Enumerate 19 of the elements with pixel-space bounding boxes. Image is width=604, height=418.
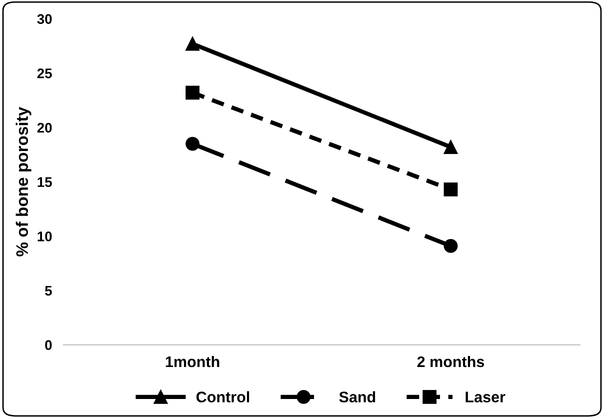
legend-label: Sand [339,391,376,402]
y-tick-label: 30 [37,14,52,24]
y-tick-label: 15 [38,177,52,187]
x-tick-label: 1month [166,356,220,368]
point [444,182,458,196]
legend-label: Control [196,391,250,402]
y-tick-label: 0 [45,340,52,350]
y-tick-label: 20 [37,122,52,133]
y-tick-label: 5 [45,286,52,296]
y-axis-title: % of bone porosity [16,106,32,256]
y-tick-label: 25 [37,68,52,78]
point [444,140,458,154]
y-tick-label: 10 [38,232,52,242]
x-tick-label: 2 months [417,356,484,368]
point [186,36,200,51]
point [186,86,200,100]
point [186,136,200,151]
legend-label: Laser [466,392,506,402]
point [444,239,458,253]
